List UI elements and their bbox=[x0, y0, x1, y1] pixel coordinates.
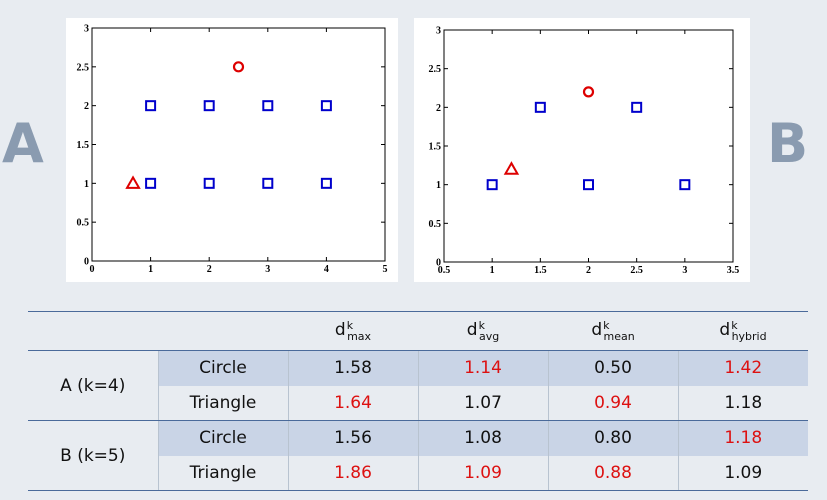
plot-a-square-point bbox=[262, 100, 274, 112]
results-table: dkmax dkavg dkmean dkhybrid A (k=4) Circ… bbox=[28, 312, 808, 491]
table-cell: 1.07 bbox=[417, 385, 548, 421]
plot-b-axes-box bbox=[443, 29, 734, 263]
plot-a-square-point bbox=[203, 100, 215, 112]
plot-b-triangle-point bbox=[503, 161, 520, 175]
table-row: Triangle 1.86 1.09 0.88 1.09 bbox=[28, 455, 808, 491]
plot-b-xtick-label: 2 bbox=[586, 265, 591, 276]
plot-b-xtick-label: 0.5 bbox=[438, 265, 451, 276]
table-cell: 0.88 bbox=[547, 455, 678, 491]
table-cell: 1.86 bbox=[287, 455, 418, 491]
plot-a-ytick-label: 0.5 bbox=[77, 218, 90, 229]
table-cell: 1.18 bbox=[677, 385, 808, 421]
plot-a-circle-point bbox=[232, 61, 245, 73]
scatter-plot-a: 0 1 2 3 4 5 0 0.5 1 1.5 2 2.5 3 bbox=[66, 18, 398, 282]
plot-a-ytick-label: 2.5 bbox=[77, 62, 90, 73]
header-dmean: dkmean bbox=[548, 312, 678, 351]
plot-a-xtick-label: 0 bbox=[90, 264, 95, 275]
plot-b-square-point bbox=[679, 179, 691, 191]
table-header-row: dkmax dkavg dkmean dkhybrid bbox=[28, 312, 808, 351]
plot-a-square-point bbox=[320, 177, 332, 189]
plot-a-square-point bbox=[320, 100, 332, 112]
plot-a-square-point bbox=[203, 177, 215, 189]
plot-b-ytick-label: 3 bbox=[436, 26, 441, 37]
plot-a-xtick-label: 5 bbox=[383, 264, 388, 275]
plot-a-xtick-label: 3 bbox=[265, 264, 270, 275]
plot-b-ytick-label: 1 bbox=[436, 180, 441, 191]
table-cell: 1.14 bbox=[417, 350, 548, 386]
table-cell: 1.08 bbox=[417, 420, 548, 456]
plot-b-ytick-label: 2.5 bbox=[429, 64, 442, 75]
table-cell: 0.94 bbox=[547, 385, 678, 421]
table-row: A (k=4) Circle 1.58 1.14 0.50 1.42 bbox=[28, 350, 808, 421]
table-cell: 0.50 bbox=[547, 350, 678, 386]
plot-a-ytick-label: 0 bbox=[84, 257, 89, 268]
table-cell: 1.09 bbox=[417, 455, 548, 491]
plot-a-ytick-label: 3 bbox=[84, 24, 89, 35]
table-cell: 1.64 bbox=[287, 385, 418, 421]
table-row: Triangle 1.64 1.07 0.94 1.18 bbox=[28, 385, 808, 421]
plot-a-xtick-label: 2 bbox=[207, 264, 212, 275]
header-empty-shape bbox=[158, 312, 288, 351]
plot-a-square-point bbox=[145, 100, 157, 112]
plot-b-xtick-label: 2.5 bbox=[630, 265, 643, 276]
table-cell: 1.42 bbox=[677, 350, 808, 386]
plot-b-xtick-label: 1.5 bbox=[534, 265, 547, 276]
plot-b-square-point bbox=[534, 101, 546, 113]
panel-label-b: B bbox=[767, 112, 809, 175]
table-cell: 1.56 bbox=[287, 420, 418, 456]
scatter-plot-b-svg: 0.5 1 1.5 2 2.5 3 3.500.511.522.53 bbox=[429, 26, 740, 277]
plot-b-square-point bbox=[486, 179, 498, 191]
plot-b-ytick-label: 0 bbox=[436, 258, 441, 269]
plot-b-xtick-label: 3.5 bbox=[727, 265, 740, 276]
plot-a-ytick-label: 1.5 bbox=[77, 140, 90, 151]
plot-b-ytick-label: 0.5 bbox=[429, 219, 442, 230]
table-row: B (k=5) Circle 1.56 1.08 0.80 1.18 bbox=[28, 420, 808, 491]
plot-a-xtick-label: 4 bbox=[324, 264, 329, 275]
plot-b-xtick-label: 1 bbox=[490, 265, 495, 276]
header-empty-group bbox=[28, 312, 158, 351]
row-label: Triangle bbox=[157, 455, 288, 491]
plot-a-ytick-label: 2 bbox=[84, 101, 89, 112]
panel-label-a: A bbox=[2, 112, 44, 175]
header-davg: dkavg bbox=[418, 312, 548, 351]
header-dmax: dkmax bbox=[288, 312, 418, 351]
plot-b-ytick-label: 1.5 bbox=[429, 142, 442, 153]
row-label: Circle bbox=[157, 350, 288, 386]
plot-b-ytick-label: 2 bbox=[436, 103, 441, 114]
group-label-a: A (k=4) bbox=[28, 350, 159, 421]
table-cell: 1.58 bbox=[287, 350, 418, 386]
scatter-plot-a-svg: 0 1 2 3 4 5 0 0.5 1 1.5 2 2.5 3 bbox=[77, 24, 388, 276]
table-cell: 0.80 bbox=[547, 420, 678, 456]
table-cell: 1.09 bbox=[677, 455, 808, 491]
scatter-plot-b: 0.5 1 1.5 2 2.5 3 3.5 0 0.5 1 1.5 2 2.5 3 bbox=[414, 18, 750, 282]
plot-b-xtick-label: 3 bbox=[682, 265, 687, 276]
group-label-b: B (k=5) bbox=[28, 420, 159, 491]
plot-a-ytick-label: 1 bbox=[84, 179, 89, 190]
plot-b-circle-point bbox=[582, 86, 595, 98]
plot-a-triangle-point bbox=[125, 175, 141, 189]
plot-a-xtick-label: 1 bbox=[148, 264, 153, 275]
table-cell: 1.18 bbox=[677, 420, 808, 456]
table-top-rule bbox=[28, 311, 808, 312]
header-dhybrid: dkhybrid bbox=[678, 312, 808, 351]
plot-a-square-point bbox=[145, 177, 157, 189]
row-label: Circle bbox=[157, 420, 288, 456]
plot-b-square-point bbox=[583, 179, 594, 191]
plot-b-square-point bbox=[631, 101, 643, 113]
row-label: Triangle bbox=[157, 385, 288, 421]
plot-a-square-point bbox=[262, 177, 274, 189]
